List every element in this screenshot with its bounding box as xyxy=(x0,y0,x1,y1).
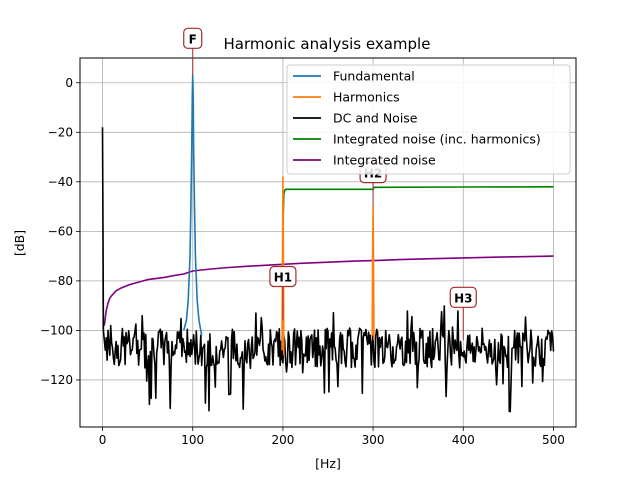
legend-label: Integrated noise xyxy=(333,153,436,168)
chart-title: Harmonic analysis example xyxy=(224,35,431,53)
annotation-box xyxy=(449,286,477,308)
legend-label: DC and Noise xyxy=(333,111,418,126)
annotation-box xyxy=(269,265,297,288)
series-line-harmonics xyxy=(281,176,375,356)
y-tick-label: −40 xyxy=(48,175,73,189)
x-tick-label: 0 xyxy=(99,433,107,447)
legend-box xyxy=(286,64,571,175)
axes: 0 100 200 300 400 500 0 −20 −40 −60 −80 −100 −120 xyxy=(40,76,565,447)
x-tick-label: 100 xyxy=(181,433,204,447)
x-axis-label: [Hz] xyxy=(315,456,341,471)
legend-label: Harmonics xyxy=(333,90,400,105)
series-group xyxy=(101,74,555,413)
x-tick-label: 200 xyxy=(271,433,294,447)
legend-label: Fundamental xyxy=(333,69,415,84)
series-line-dc-and-noise xyxy=(101,127,555,413)
y-axis-label: [dB] xyxy=(12,230,27,256)
plot-frame xyxy=(79,57,577,428)
x-tick-label: 300 xyxy=(362,433,385,447)
x-tick-label: 500 xyxy=(542,433,565,447)
x-tick-label: 400 xyxy=(452,433,475,447)
y-tick-label: −20 xyxy=(48,125,73,139)
legend-label: Integrated noise (inc. harmonics) xyxy=(333,132,541,147)
y-tick-label: −100 xyxy=(40,323,73,337)
series-line-integrated-noise-inc-harmonics xyxy=(281,186,554,321)
y-tick-label: −80 xyxy=(48,274,73,288)
y-tick-label: 0 xyxy=(65,76,73,90)
annotation-label-h3: H3 xyxy=(454,291,472,305)
annotation-label-h1: H1 xyxy=(274,271,292,285)
legend: Fundamental Harmonics DC and Noise Integrat… xyxy=(286,64,571,175)
annotation-label-f: F xyxy=(189,32,197,46)
series-line-integrated-noise xyxy=(103,255,554,326)
annotation-box xyxy=(183,27,203,49)
y-tick-label: −60 xyxy=(48,224,73,238)
y-tick-label: −120 xyxy=(40,373,73,387)
